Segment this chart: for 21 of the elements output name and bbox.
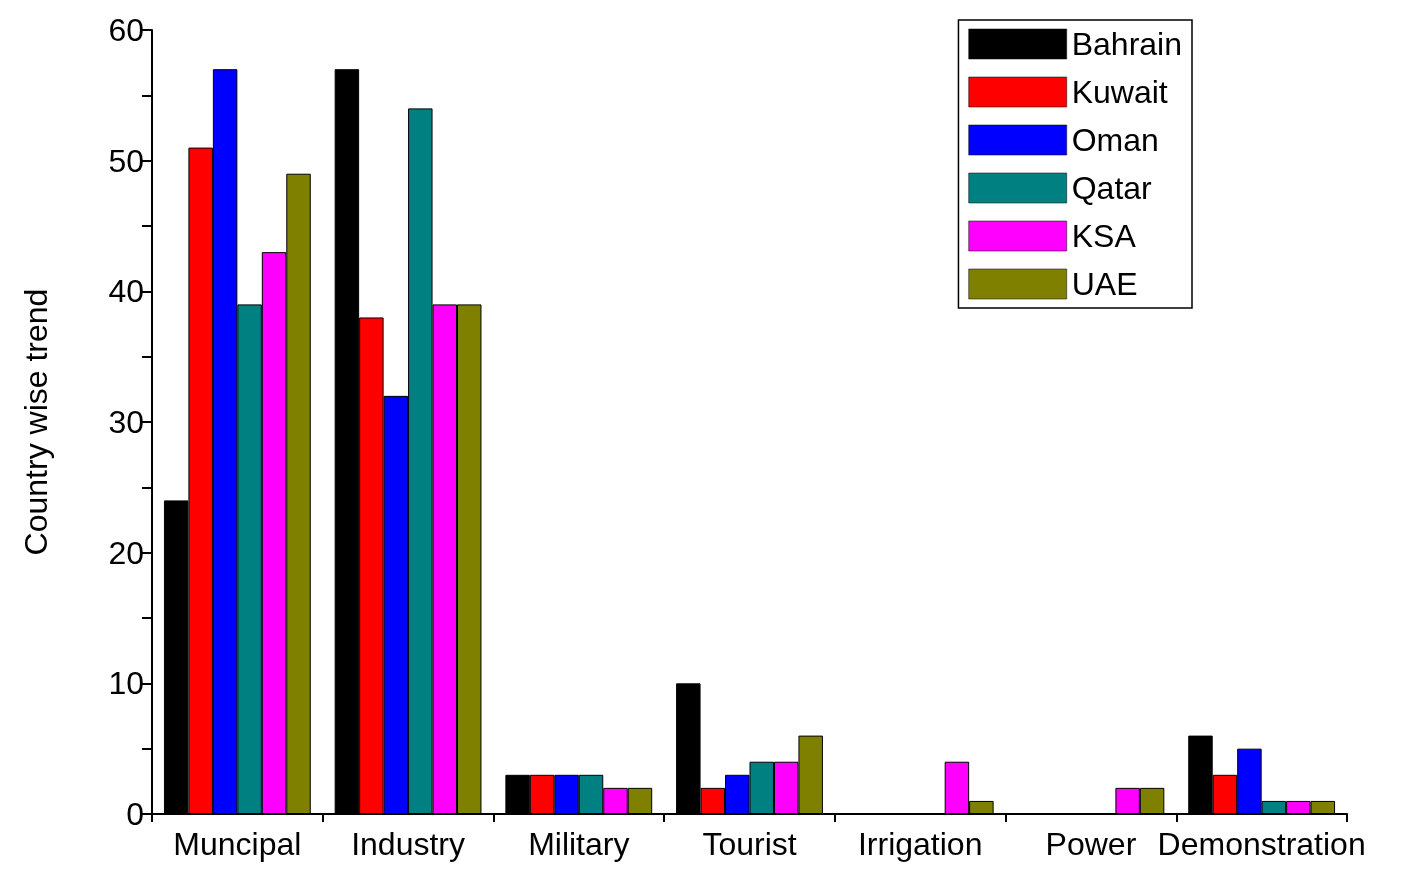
legend-label: Bahrain (1071, 26, 1182, 62)
x-tick-label: Tourist (702, 826, 797, 862)
x-tick-label: Power (1045, 826, 1137, 862)
x-tick-label: Muncipal (173, 826, 302, 862)
legend-label: KSA (1071, 218, 1137, 254)
legend-label: UAE (1071, 266, 1138, 302)
y-tick-label: 20 (108, 534, 144, 571)
x-tick-label: Industry (351, 826, 465, 862)
y-tick-label: 0 (126, 796, 144, 832)
y-tick-label: 40 (108, 273, 144, 310)
legend-label: Kuwait (1071, 74, 1168, 110)
y-tick-label: 30 (108, 404, 144, 440)
y-tick-label: 10 (108, 665, 144, 702)
x-tick-label: Demonstration (1157, 826, 1366, 862)
legend-label: Oman (1071, 122, 1159, 158)
y-axis-title: Country wise trend (18, 288, 54, 556)
x-tick-label: Military (528, 826, 630, 862)
x-tick-label: Irrigation (857, 826, 983, 862)
y-tick-label: 50 (108, 142, 144, 179)
y-tick-label: 60 (108, 12, 144, 48)
legend-label: Qatar (1071, 170, 1153, 206)
